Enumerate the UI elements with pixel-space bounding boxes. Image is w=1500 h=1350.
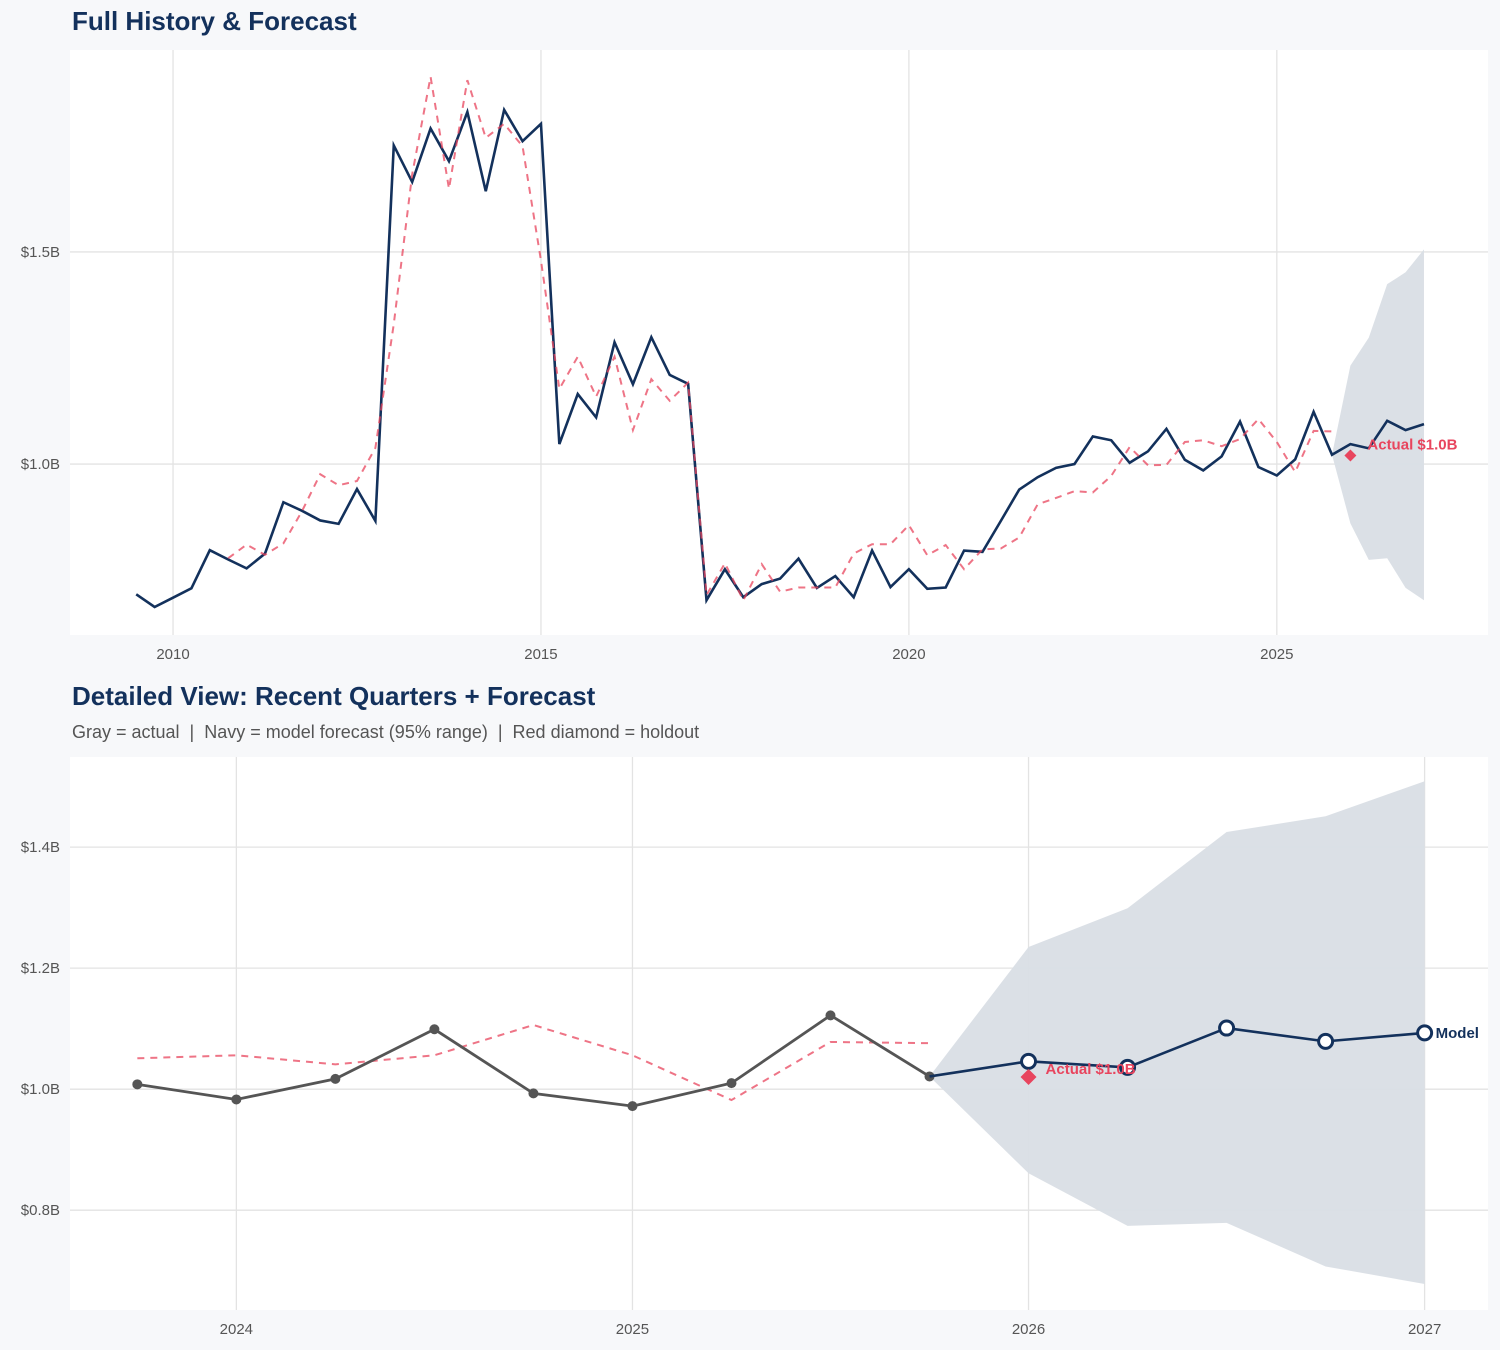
x-tick-label: 2026	[1012, 1321, 1045, 1338]
y-tick-label: $0.8B	[21, 1202, 60, 1219]
actual-point	[825, 1010, 836, 1021]
actual-point	[429, 1024, 440, 1035]
y-tick-label: $1.5B	[21, 244, 60, 261]
actual-point	[726, 1078, 737, 1089]
x-tick-label: 2024	[220, 1321, 253, 1338]
forecast-point	[1317, 1032, 1335, 1050]
y-tick-label: $1.0B	[21, 456, 60, 473]
x-tick-label: 2020	[892, 646, 925, 663]
forecast-point	[1119, 1058, 1137, 1076]
chart-subtitle-bottom: Gray = actual | Navy = model forecast (9…	[72, 722, 700, 742]
holdout-diamond	[1020, 1069, 1037, 1086]
model-label: Model	[1436, 1025, 1479, 1042]
navy-open-markers-line	[929, 1026, 1425, 1078]
chart-title-bottom: Detailed View: Recent Quarters + Forecas…	[72, 681, 596, 711]
holdout-label: Actual $1.0B	[1367, 437, 1457, 454]
actual-point	[330, 1073, 341, 1084]
chart-title-top: Full History & Forecast	[72, 6, 357, 36]
forecast-point	[1416, 1024, 1434, 1042]
forecast-point	[1218, 1019, 1236, 1037]
forecast-95-band	[1331, 249, 1424, 601]
x-tick-label: 2025	[616, 1321, 649, 1338]
x-tick-label: 2015	[524, 646, 557, 663]
full-history-chart: 2010 2015 2020 2025 $1.0B $1.5B Actual $1.0B	[21, 50, 1488, 663]
y-tick-label: $1.0B	[21, 1081, 60, 1098]
plot-area	[70, 50, 1488, 635]
navy-solid-line	[135, 106, 1425, 609]
x-tick-label: 2027	[1408, 1321, 1441, 1338]
red-dashed-line	[137, 1023, 930, 1102]
forecast-95-band	[929, 781, 1425, 1284]
holdout-diamond	[1344, 449, 1357, 462]
actual-point	[627, 1101, 638, 1112]
holdout-label: Actual $1.0B	[1046, 1061, 1136, 1078]
x-tick-label: 2010	[156, 646, 189, 663]
actual-point	[132, 1079, 143, 1090]
x-tick-label: 2025	[1260, 646, 1293, 663]
red-dashed-line	[227, 76, 1333, 603]
forecast-point	[1020, 1052, 1038, 1070]
y-tick-label: $1.4B	[21, 839, 60, 856]
actual-point	[528, 1088, 539, 1099]
y-tick-label: $1.2B	[21, 960, 60, 977]
actual-point	[231, 1094, 242, 1105]
